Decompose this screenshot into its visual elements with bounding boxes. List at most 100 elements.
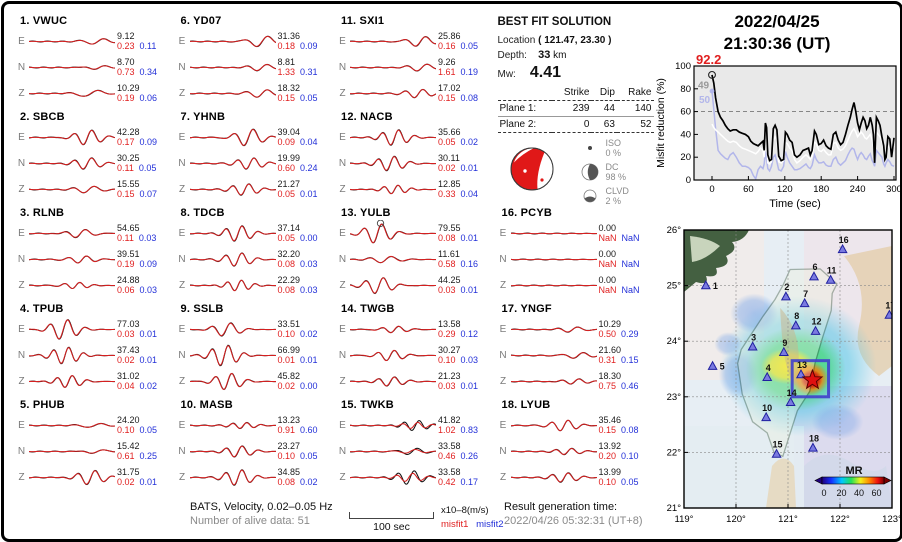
svg-text:18: 18 xyxy=(809,433,819,443)
component-label: E xyxy=(339,419,346,431)
station-title: 8. TDCB xyxy=(180,207,225,219)
svg-text:60: 60 xyxy=(743,184,754,195)
misfit2-value: 0.04 xyxy=(300,137,318,147)
svg-text:180: 180 xyxy=(813,184,829,195)
bandpass-note: BATS, Velocity, 0.02–0.05 Hz xyxy=(190,501,333,513)
misfit1-value: 0.08 xyxy=(438,233,456,243)
waveform-row-n: N 66.99 0.01 0.01 xyxy=(175,342,336,368)
svg-text:Misfit reduction (%): Misfit reduction (%) xyxy=(655,78,667,168)
waveform-values: 15.55 0.15 0.07 xyxy=(117,179,157,199)
waveform-values: 44.25 0.03 0.01 xyxy=(438,275,478,295)
svg-text:10: 10 xyxy=(762,403,772,413)
max-amplitude: 11.61 xyxy=(438,249,460,259)
waveform-values: 39.04 0.09 0.04 xyxy=(278,127,318,147)
component-label: N xyxy=(17,61,26,73)
waveform-values: 79.55 0.08 0.01 xyxy=(438,223,478,243)
waveform-values: 39.51 0.19 0.09 xyxy=(117,249,157,269)
misfit2-value: 0.19 xyxy=(460,67,479,77)
misfit2-value: 0.83 xyxy=(460,425,479,435)
misfit1-value: 1.61 xyxy=(438,67,456,77)
misfit2-value: 0.01 xyxy=(460,381,479,391)
misfit2-value: 0.17 xyxy=(460,477,479,487)
waveform-trace xyxy=(29,422,115,428)
result-generation-time: Result generation time: 2022/04/26 05:32… xyxy=(504,501,643,527)
max-amplitude: 9.26 xyxy=(438,57,456,67)
station-title: 14. TWGB xyxy=(341,303,395,315)
waveform-row-n: N 21.60 0.31 0.15 xyxy=(496,342,657,368)
misfit1-value: NaN xyxy=(598,285,617,295)
misfit1-value: 0.91 xyxy=(277,425,296,435)
max-amplitude: 31.02 xyxy=(117,371,140,381)
waveform-row-z: Z 0.00 NaN NaN xyxy=(496,272,657,298)
misfit1-value: 0.01 xyxy=(277,355,296,365)
waveform-trace xyxy=(350,36,436,47)
waveform-values: 11.61 0.58 0.16 xyxy=(438,249,478,269)
misfit2-value: 0.05 xyxy=(460,41,479,51)
waveform-trace xyxy=(189,183,276,196)
waveform-values: 13.99 0.10 0.05 xyxy=(599,467,639,487)
component-label: Z xyxy=(18,471,25,483)
misfit2-value: 0.12 xyxy=(460,329,479,339)
svg-text:120: 120 xyxy=(777,184,793,195)
waveform-values: 33.58 0.42 0.17 xyxy=(438,467,478,487)
waveform-trace xyxy=(29,38,115,45)
component-label: E xyxy=(18,35,25,47)
misfit1-value: 0.18 xyxy=(277,41,296,51)
station-title: 1. VWUC xyxy=(20,15,68,27)
decomp-label: DC 98 % xyxy=(605,162,627,182)
waveform-row-n: N 0.00 NaN NaN xyxy=(496,246,657,272)
waveform-row-z: Z 45.82 0.02 0.00 xyxy=(175,368,336,394)
misfit1-value: 0.03 xyxy=(117,329,135,339)
waveform-trace xyxy=(29,65,115,70)
misfit1-value: 0.04 xyxy=(117,381,135,391)
component-label: E xyxy=(178,131,186,143)
epicenter-star xyxy=(801,368,824,390)
max-amplitude: 30.25 xyxy=(117,153,140,163)
decomp-item-iso: ISO 0 % xyxy=(580,137,629,159)
station-title: 18. LYUB xyxy=(501,399,551,411)
waveform-row-z: Z 44.25 0.03 0.01 xyxy=(335,272,496,298)
max-amplitude: 10.29 xyxy=(117,83,140,93)
max-amplitude: 66.99 xyxy=(277,345,301,355)
max-amplitude: 33.58 xyxy=(438,441,461,451)
max-amplitude: 77.03 xyxy=(117,319,140,329)
waveform-values: 21.23 0.03 0.01 xyxy=(438,371,478,391)
component-label: N xyxy=(178,445,186,457)
decomp-label: CLVD 2 % xyxy=(605,186,629,206)
component-label: N xyxy=(499,445,507,457)
max-amplitude: 17.02 xyxy=(438,83,461,93)
waveform-row-e: E 10.29 0.50 0.29 xyxy=(496,316,657,342)
waveform-row-e: E 39.04 0.09 0.04 xyxy=(175,124,336,150)
waveform-values: 31.36 0.18 0.09 xyxy=(278,31,318,51)
component-label: N xyxy=(338,61,347,73)
waveform-trace xyxy=(189,89,276,98)
station-block-sslb: 9. SSLB E 33.51 0.10 0.02 N 66.99 0.01 0.01 Z 45.8… xyxy=(175,300,336,396)
waveform-values: 0.00 NaN NaN xyxy=(599,275,640,295)
misfit2-value: 0.15 xyxy=(621,355,639,365)
map-station-3 xyxy=(747,341,758,351)
station-title: 2. SBCB xyxy=(20,111,65,123)
map-station-5 xyxy=(707,360,718,370)
max-amplitude: 24.88 xyxy=(117,275,140,285)
misfit1-value: 0.16 xyxy=(438,41,456,51)
max-amplitude: 33.51 xyxy=(277,319,301,329)
max-amplitude: 39.51 xyxy=(117,249,140,259)
misfit2-value: 0.00 xyxy=(300,381,318,391)
waveform-row-n: N 33.58 0.46 0.26 xyxy=(335,438,496,464)
misfit1-label: misfit1 xyxy=(441,519,469,530)
waveform-row-e: E 0.00 NaN NaN xyxy=(496,220,657,246)
misfit1-value: 0.29 xyxy=(438,329,456,339)
max-amplitude: 0.00 xyxy=(598,275,617,285)
component-label: Z xyxy=(499,471,507,483)
waveform-trace xyxy=(29,129,115,146)
waveform-trace xyxy=(29,157,115,170)
waveform-trace xyxy=(350,88,436,99)
misfit2-value: 0.01 xyxy=(139,329,158,339)
max-amplitude: 19.99 xyxy=(277,153,301,163)
waveform-values: 9.26 1.61 0.19 xyxy=(438,57,478,77)
time-scalebar: 100 sec xyxy=(349,512,434,533)
component-label: E xyxy=(339,35,346,47)
mw-label: Mw: xyxy=(497,69,516,80)
component-label: Z xyxy=(339,279,346,291)
svg-text:40: 40 xyxy=(854,488,864,498)
